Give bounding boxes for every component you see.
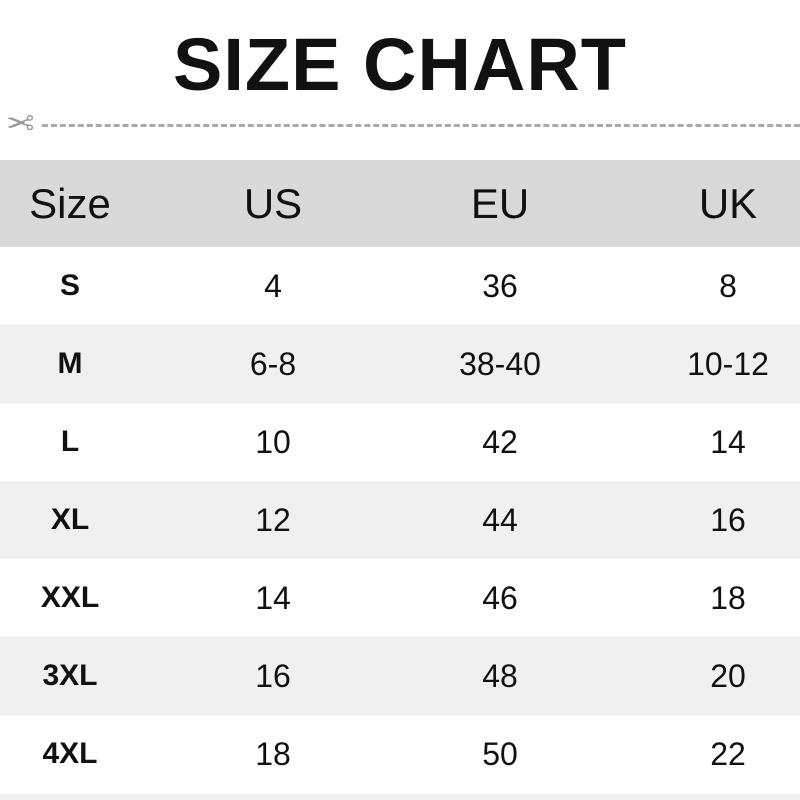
table-row: L 10 42 14: [0, 403, 800, 481]
cell-uk: 14: [710, 423, 746, 460]
cell-uk: 16: [710, 501, 746, 538]
cell-eu: 38-40: [459, 345, 541, 382]
cell-uk: 10-12: [687, 345, 769, 382]
header-eu: EU: [470, 179, 530, 227]
table-row: S 4 36 8: [0, 247, 800, 325]
header-size: Size: [29, 179, 111, 227]
table-row: M 6-8 38-40 10-12: [0, 325, 800, 403]
header-us: US: [243, 179, 303, 227]
cell-eu: 42: [482, 423, 518, 460]
cell-uk: 8: [719, 267, 737, 304]
cell-size: M: [57, 347, 83, 380]
cell-us: 10: [255, 423, 291, 460]
table-row: XL 12 44 16: [0, 481, 800, 559]
table-row: 4XL 18 50 22: [0, 715, 800, 793]
cell-us: 18: [255, 735, 291, 772]
table-row: XXL 14 46 18: [0, 559, 800, 637]
cell-us: 16: [255, 657, 291, 694]
table-footer-band: [0, 794, 800, 800]
header-uk: UK: [698, 179, 758, 227]
cell-eu: 46: [482, 579, 518, 616]
cell-size: XXL: [40, 581, 100, 614]
cell-size: 3XL: [42, 659, 98, 692]
cell-uk: 20: [710, 657, 746, 694]
cell-eu: 44: [482, 501, 518, 538]
cell-size: XL: [50, 503, 90, 536]
cell-us: 4: [264, 267, 282, 304]
cell-uk: 22: [710, 735, 746, 772]
cell-size: L: [60, 425, 80, 458]
cell-size: 4XL: [42, 737, 98, 770]
table-row: 3XL 16 48 20: [0, 637, 800, 715]
cell-eu: 36: [482, 267, 518, 304]
cell-eu: 48: [482, 657, 518, 694]
cut-line-divider: [42, 124, 800, 127]
cell-us: 12: [255, 501, 291, 538]
cell-us: 6-8: [249, 345, 297, 382]
cell-uk: 18: [710, 579, 746, 616]
table-header: Size US EU UK: [0, 160, 800, 247]
cell-eu: 50: [482, 735, 518, 772]
cell-size: S: [59, 269, 80, 302]
scissors-icon: ✂: [6, 105, 35, 143]
page-title: SIZE CHART: [173, 23, 627, 106]
cell-us: 14: [255, 579, 291, 616]
